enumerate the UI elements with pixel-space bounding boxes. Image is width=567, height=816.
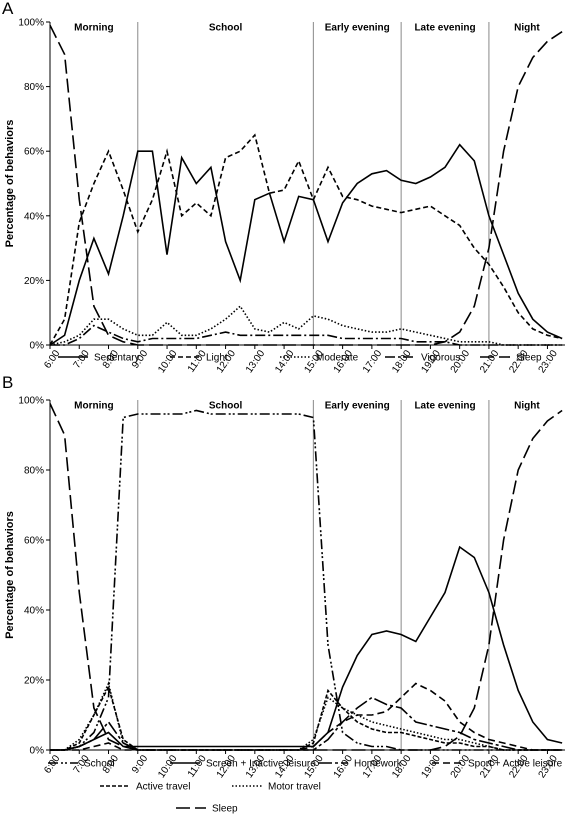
- y-tick-label: 100%: [18, 18, 44, 29]
- x-tick-label: 6:00: [42, 753, 62, 776]
- legend-label: Sleep: [516, 353, 542, 364]
- panel-label: A: [2, 0, 14, 18]
- series-line: [50, 409, 563, 751]
- y-tick-label: 60%: [24, 147, 44, 158]
- x-tick-label: 6:00: [42, 348, 62, 371]
- section-label: Morning: [74, 400, 113, 411]
- series-line: [50, 324, 563, 346]
- x-tick-label: 21:00: [478, 348, 502, 375]
- section-label: Early evening: [325, 22, 390, 33]
- x-tick-label: 18:00: [390, 348, 414, 375]
- x-tick-label: 14:00: [273, 348, 297, 375]
- series-line: [49, 403, 563, 751]
- series-line: [49, 143, 563, 346]
- section-label: Late evening: [414, 400, 475, 411]
- x-tick-label: 10:00: [156, 348, 180, 375]
- legend-label: Moderate: [316, 353, 359, 364]
- x-tick-label: 10:00: [156, 753, 180, 780]
- legend-label: Screen + Inactive leisure: [206, 759, 316, 770]
- legend-label: Light: [206, 353, 228, 364]
- section-label: Morning: [74, 22, 113, 33]
- section-label: School: [209, 22, 243, 33]
- legend-label: Motor travel: [268, 782, 321, 793]
- y-axis-label: Percentage of behaviors: [4, 511, 16, 639]
- y-tick-label: 0%: [30, 341, 45, 352]
- x-tick-label: 7:00: [72, 348, 92, 371]
- x-tick-label: 19:00: [419, 753, 443, 780]
- series-line: [49, 133, 563, 346]
- y-tick-label: 40%: [24, 211, 44, 222]
- section-label: School: [209, 400, 243, 411]
- legend-label: Sedentary: [94, 353, 140, 364]
- y-tick-label: 20%: [24, 676, 44, 687]
- section-label: Night: [514, 400, 540, 411]
- y-tick-label: 100%: [18, 396, 44, 407]
- series-line: [50, 681, 563, 751]
- legend-label: Homework: [354, 759, 403, 770]
- series-line: [50, 682, 563, 751]
- legend-label: Sleep: [212, 804, 238, 815]
- y-tick-label: 40%: [24, 606, 44, 617]
- x-tick-label: 17:00: [361, 348, 385, 375]
- legend-label: Vigorous: [421, 353, 460, 364]
- section-label: Early evening: [325, 400, 390, 411]
- legend-label: School: [84, 759, 115, 770]
- y-tick-label: 80%: [24, 82, 44, 93]
- panel-label: B: [2, 373, 13, 392]
- section-label: Night: [514, 22, 540, 33]
- series-line: [49, 24, 563, 346]
- y-tick-label: 60%: [24, 536, 44, 547]
- x-tick-label: 16:00: [332, 753, 356, 780]
- series-line: [50, 545, 563, 751]
- y-tick-label: 20%: [24, 276, 44, 287]
- section-label: Late evening: [414, 22, 475, 33]
- y-tick-label: 0%: [30, 746, 45, 757]
- series-line: [49, 304, 563, 346]
- y-tick-label: 80%: [24, 466, 44, 477]
- x-tick-label: 13:00: [244, 348, 268, 375]
- x-tick-label: 9:00: [130, 753, 150, 776]
- legend-label: Sport + Active leisure: [468, 759, 563, 770]
- legend-label: Active travel: [136, 782, 190, 793]
- series-line: [50, 684, 563, 751]
- y-axis-label: Percentage of behaviors: [4, 120, 16, 248]
